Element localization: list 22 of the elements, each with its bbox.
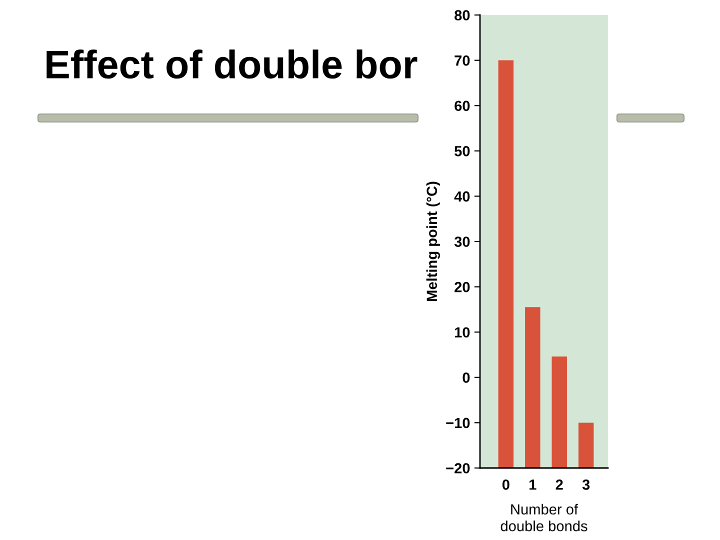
x-tick-label: 0 — [502, 479, 510, 490]
y-tick-label: 20 — [454, 282, 470, 292]
bar — [552, 356, 567, 468]
y-tick-label: 0 — [462, 372, 470, 383]
y-tick-label: 50 — [454, 146, 470, 156]
y-tick-label: 30 — [454, 236, 470, 247]
x-tick-label: 2 — [556, 479, 563, 490]
y-tick-label: 60 — [454, 100, 470, 112]
bar — [525, 307, 540, 468]
y-tick-label: 80 — [454, 10, 470, 20]
x-axis-title: Number of double bonds — [500, 504, 588, 532]
y-axis-title: Melting point (°C) — [426, 182, 440, 301]
bar — [578, 422, 594, 468]
y-tick-label: 70 — [454, 55, 470, 66]
y-tick-label: −20 — [446, 463, 470, 474]
y-tick-label: 40 — [454, 191, 470, 202]
y-tick-label: −10 — [446, 418, 470, 428]
y-tick-label: 10 — [454, 327, 470, 338]
bar — [498, 60, 514, 468]
text: Effect of double bor — [46, 50, 418, 79]
x-tick-label: 1 — [530, 480, 536, 490]
x-tick-label: 3 — [582, 479, 590, 490]
